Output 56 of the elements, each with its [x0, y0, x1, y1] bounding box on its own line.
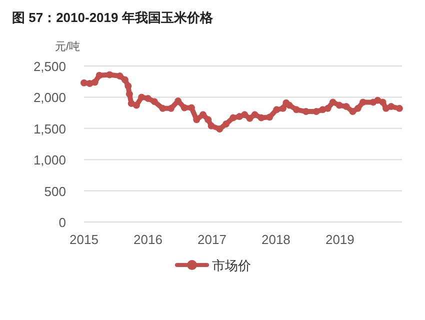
legend-label: 市场价 [212, 258, 251, 273]
point [91, 78, 98, 86]
point [159, 104, 166, 112]
y-tick-label: 1,000 [33, 152, 66, 168]
y-tick-label: 1,500 [33, 121, 66, 136]
point [138, 94, 146, 101]
point [349, 108, 356, 116]
point [279, 104, 286, 112]
point [132, 102, 140, 109]
point [126, 90, 133, 98]
chart-title: 图 57：2010-2019 年我国玉米价格 [12, 10, 214, 25]
point [116, 72, 124, 80]
point [251, 111, 258, 118]
point [379, 98, 386, 106]
point [336, 102, 343, 109]
point [204, 116, 212, 124]
point [266, 114, 274, 121]
point [168, 104, 175, 112]
point [286, 102, 293, 109]
point [150, 98, 158, 106]
point [246, 114, 254, 122]
point [200, 111, 207, 118]
point [342, 103, 350, 110]
point [354, 104, 362, 112]
point [324, 104, 332, 112]
point [144, 94, 152, 102]
point [292, 106, 300, 114]
point [312, 108, 320, 116]
x-tick-label: 2016 [134, 232, 162, 247]
point [241, 111, 248, 118]
point [258, 114, 265, 122]
point [329, 98, 336, 106]
point [222, 120, 230, 128]
x-tick-label: 2019 [325, 232, 354, 247]
point [208, 122, 215, 130]
x-tick-label: 2015 [70, 232, 98, 247]
point [106, 71, 114, 78]
y-axis-title: 元/吨 [55, 40, 80, 53]
y-tick-label: 500 [44, 184, 66, 199]
point [180, 104, 188, 112]
y-tick-label: 2,000 [33, 90, 66, 106]
point [273, 106, 280, 114]
point [216, 126, 224, 133]
point [230, 114, 237, 122]
point [396, 104, 403, 112]
point [96, 72, 103, 79]
point [80, 79, 88, 86]
point [121, 76, 128, 84]
point [388, 103, 395, 110]
x-tick-label: 2017 [198, 232, 226, 247]
y-tick-label: 0 [58, 215, 66, 230]
point [188, 104, 195, 112]
y-tick-label: 2,500 [33, 59, 66, 74]
x-tick-label: 2018 [261, 232, 290, 247]
point [124, 82, 132, 90]
point [359, 98, 366, 106]
